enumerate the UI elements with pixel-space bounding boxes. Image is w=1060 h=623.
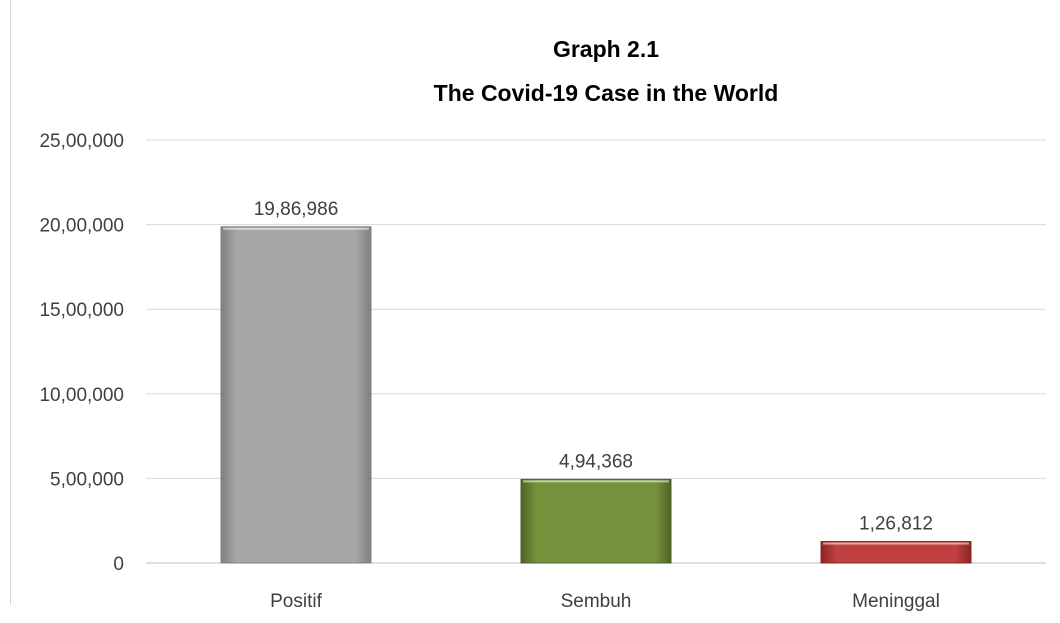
- page-left-rule: [10, 0, 11, 605]
- y-tick-label: 5,00,000: [50, 469, 124, 490]
- y-tick-label: 0: [113, 554, 124, 575]
- bar-highlight: [823, 542, 969, 545]
- y-axis-tick-labels: 0 5,00,000 10,00,000 15,00,000 20,00,000 25,0…: [39, 131, 124, 575]
- bar-positif: [220, 226, 372, 564]
- y-tick-label: 20,00,000: [39, 216, 124, 237]
- y-tick-label: 10,00,000: [39, 385, 124, 406]
- data-label: 4,94,368: [559, 451, 633, 472]
- data-label: 19,86,986: [254, 199, 339, 220]
- data-labels: 19,86,986 4,94,368 1,26,812: [254, 199, 933, 535]
- bar-sembuh: [520, 478, 672, 564]
- bar-meninggal: [820, 541, 972, 564]
- data-label: 1,26,812: [859, 514, 933, 535]
- y-tick-label: 25,00,000: [39, 131, 124, 152]
- x-tick-label: Sembuh: [561, 591, 632, 612]
- x-axis-tick-labels: Positif Sembuh Meninggal: [270, 591, 940, 612]
- chart-subtitle: The Covid-19 Case in the World: [434, 80, 779, 106]
- bar-highlight: [223, 227, 369, 230]
- x-tick-label: Meninggal: [852, 591, 940, 612]
- y-tick-label: 15,00,000: [39, 300, 124, 321]
- bar-highlight: [523, 480, 669, 483]
- x-tick-label: Positif: [270, 591, 322, 612]
- chart-title: Graph 2.1: [553, 36, 659, 62]
- bars: [220, 226, 972, 564]
